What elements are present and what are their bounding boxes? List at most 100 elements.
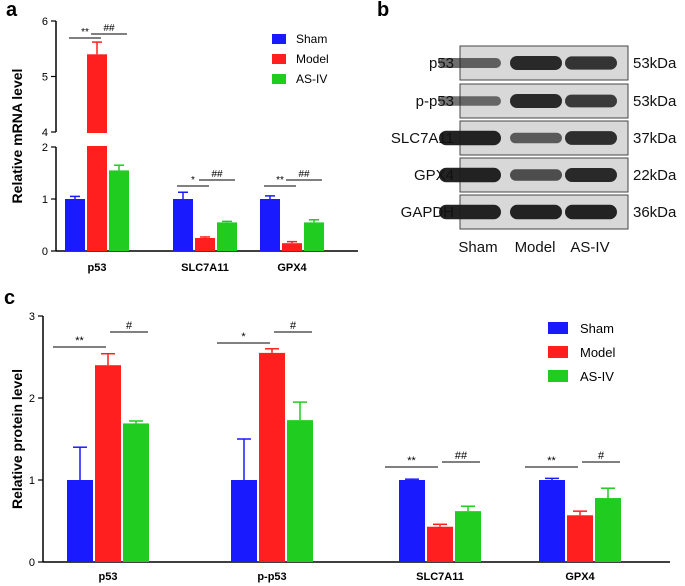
significance-mark: ## [103, 23, 115, 34]
y-tick-label: 5 [42, 72, 48, 84]
y-tick-label: 2 [29, 393, 35, 405]
size-label-gapdh: 36kDa [633, 204, 677, 221]
x-tick-label: p53 [99, 571, 118, 583]
bar-as-iv-slc7a11 [217, 222, 237, 251]
protein-label-slc7a11: SLC7A11 [391, 130, 454, 147]
band-gpx4-model [510, 169, 562, 181]
band-slc7a11-model [510, 132, 562, 144]
legend-label-model: Model [580, 345, 616, 360]
bar-sham-p53 [65, 199, 85, 251]
lane-label-sham: Sham [458, 239, 497, 256]
band-gapdh-sham [439, 204, 501, 220]
legend-swatch-sham [548, 322, 568, 334]
x-tick-label: GPX4 [565, 571, 595, 583]
band-p-p53-as-iv [565, 94, 617, 108]
bar-sham-slc7a11 [399, 480, 425, 562]
bar-sham-p53 [67, 480, 93, 562]
bar-as-iv-p53 [123, 423, 149, 562]
significance-mark: # [126, 320, 133, 332]
significance-mark: ## [455, 450, 468, 462]
lane-label-model: Model [515, 239, 556, 256]
significance-mark: ** [276, 175, 284, 186]
band-p-p53-sham [439, 96, 501, 106]
size-label-gpx4: 22kDa [633, 167, 677, 184]
protein-label-gpx4: GPX4 [414, 167, 454, 184]
bar-as-iv-p-p53 [287, 420, 313, 562]
legend-label-as-iv: AS-IV [580, 369, 614, 384]
protein-label-p53: p53 [429, 55, 454, 72]
bar-model-slc7a11 [195, 238, 215, 251]
significance-mark: ** [81, 27, 89, 38]
y-tick-label: 3 [29, 311, 35, 323]
protein-label-gapdh: GAPDH [401, 204, 454, 221]
bar-as-iv-slc7a11 [455, 511, 481, 562]
band-gapdh-as-iv [565, 204, 617, 220]
significance-mark: ## [211, 169, 223, 180]
bar-model-p-p53 [259, 352, 285, 562]
band-p53-as-iv [565, 56, 617, 70]
significance-mark: ** [547, 455, 556, 467]
x-tick-label: SLC7A11 [416, 571, 464, 583]
y-tick-label: 2 [42, 142, 48, 154]
legend-swatch-sham [272, 34, 286, 44]
axis-break-gap [50, 133, 370, 146]
bar-sham-gpx4 [260, 199, 280, 251]
y-axis-title: Relative protein level [9, 369, 25, 509]
band-slc7a11-as-iv [565, 131, 617, 145]
y-axis-title: Relative mRNA level [9, 69, 25, 204]
x-tick-label: p53 [88, 262, 107, 274]
legend-label-model: Model [296, 52, 329, 66]
significance-mark: ## [298, 169, 310, 180]
size-label-slc7a11: 37kDa [633, 130, 677, 147]
significance-mark: ** [407, 455, 416, 467]
band-gpx4-as-iv [565, 167, 617, 183]
x-tick-label: SLC7A11 [181, 262, 229, 274]
panel-label-c: c [4, 287, 16, 309]
band-gpx4-sham [439, 167, 501, 183]
significance-mark: # [290, 320, 297, 332]
band-p-p53-model [510, 93, 562, 109]
y-tick-label: 1 [29, 475, 35, 487]
bar-model-p53 [95, 365, 121, 562]
bar-sham-slc7a11 [173, 199, 193, 251]
legend-label-sham: Sham [580, 321, 614, 336]
band-p53-model [510, 55, 562, 71]
bar-model-gpx4 [567, 515, 593, 562]
x-tick-label: p-p53 [257, 571, 286, 583]
y-tick-label: 6 [42, 16, 48, 28]
significance-mark: * [191, 175, 195, 186]
panel-label-a: a [6, 0, 18, 21]
significance-mark: * [241, 331, 246, 343]
y-tick-label: 4 [42, 127, 48, 139]
bar-sham-gpx4 [539, 480, 565, 562]
legend-swatch-model [272, 54, 286, 64]
bar-as-iv-gpx4 [595, 498, 621, 562]
y-tick-label: 0 [29, 557, 35, 569]
x-tick-label: GPX4 [277, 262, 307, 274]
protein-label-p-p53: p-p53 [416, 93, 454, 110]
band-slc7a11-sham [439, 130, 501, 146]
legend-label-as-iv: AS-IV [296, 72, 327, 86]
band-p53-sham [439, 57, 501, 69]
lane-label-as-iv: AS-IV [570, 239, 609, 256]
bar-as-iv-gpx4 [304, 222, 324, 251]
legend-label-sham: Sham [296, 32, 327, 46]
bar-model-p53 [87, 54, 107, 251]
bar-model-slc7a11 [427, 526, 453, 562]
panel-label-b: b [377, 0, 390, 21]
legend-swatch-model [548, 346, 568, 358]
bar-sham-p-p53 [231, 480, 257, 562]
size-label-p-p53: 53kDa [633, 93, 677, 110]
y-tick-label: 0 [42, 246, 48, 258]
bar-as-iv-p53 [109, 170, 129, 251]
legend-swatch-as-iv [272, 74, 286, 84]
band-gapdh-model [510, 204, 562, 220]
significance-mark: ** [75, 335, 84, 347]
legend-swatch-as-iv [548, 370, 568, 382]
size-label-p53: 53kDa [633, 55, 677, 72]
bar-model-gpx4 [282, 243, 302, 251]
significance-mark: # [598, 450, 605, 462]
